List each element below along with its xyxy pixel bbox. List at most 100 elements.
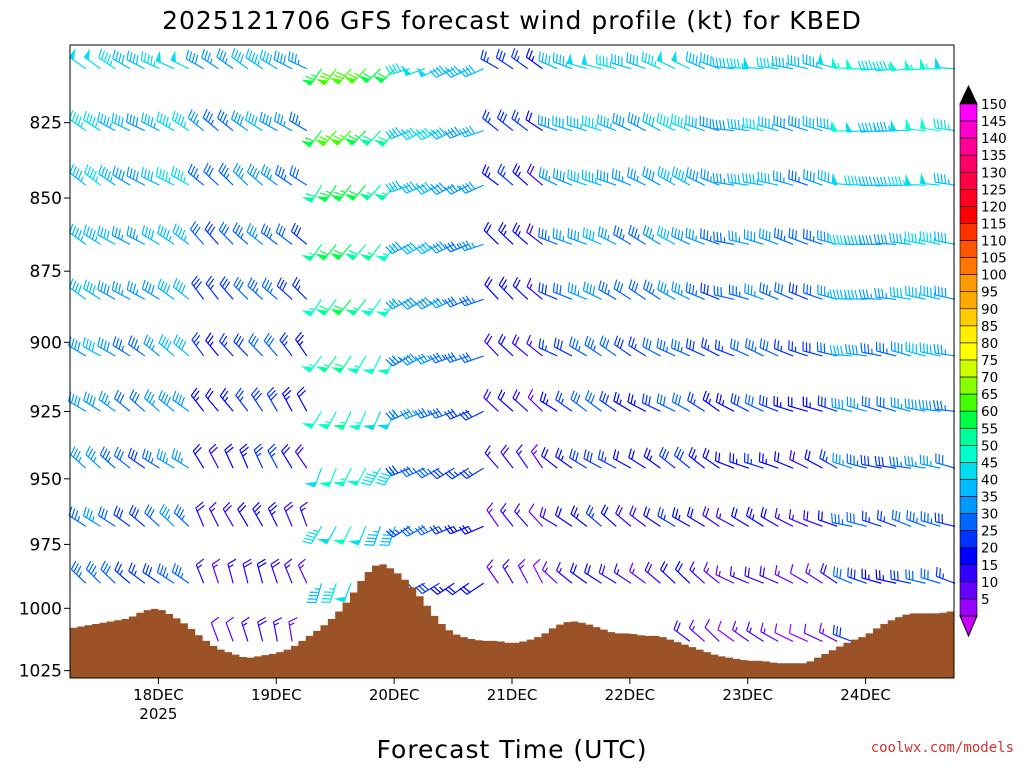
wind-barb [98, 390, 116, 412]
wind-barb [97, 280, 116, 300]
barb-full [273, 50, 277, 60]
barb-flag [344, 253, 357, 261]
barb-full [756, 57, 760, 67]
barb-full [544, 230, 547, 240]
barb-half [427, 409, 431, 415]
barb-full [773, 339, 777, 349]
barb-full [97, 280, 101, 290]
wind-barb [189, 221, 205, 245]
barb-half [486, 451, 491, 457]
wind-barb [699, 115, 720, 132]
barb-full [414, 410, 422, 419]
wind-barb [597, 226, 617, 245]
barb-full [421, 298, 429, 306]
barb-full [926, 456, 929, 466]
barb-full [676, 622, 681, 632]
barb-half [255, 288, 259, 294]
barb-full [873, 233, 877, 244]
wind-barb [318, 467, 337, 488]
barb-half [544, 567, 549, 573]
speed-colorbar: 1501451401351301251201151101051009590858… [959, 84, 1007, 638]
barb-full [627, 167, 630, 177]
barb-half [751, 514, 755, 520]
barb-full [429, 187, 437, 195]
barb-full [285, 504, 294, 512]
wind-barb [570, 505, 588, 527]
wind-barb [289, 165, 308, 186]
credit-link[interactable]: coolwx.com/models [870, 740, 1014, 756]
wind-barb [141, 225, 160, 245]
barb-full [406, 129, 414, 137]
wind-barb [628, 336, 647, 357]
wind-barb [613, 391, 632, 412]
barb-full [584, 563, 588, 573]
wind-barb [641, 51, 661, 70]
barb-full [439, 127, 447, 136]
barb-full [222, 390, 229, 399]
wind-barb [247, 277, 264, 300]
barb-staff [789, 632, 809, 642]
barb-full [191, 332, 199, 341]
wind-barb [245, 48, 263, 70]
barb-full [729, 58, 733, 68]
barb-full [557, 508, 562, 518]
barb-full [164, 508, 170, 518]
barb-full [868, 176, 873, 186]
barb-full [147, 283, 152, 293]
barb-full [627, 392, 631, 403]
wind-barb [552, 168, 573, 186]
barb-full [77, 170, 83, 180]
barb-full [115, 51, 119, 61]
barb-full [227, 558, 237, 565]
barb-half [181, 515, 185, 521]
wind-barb [400, 525, 425, 537]
wind-barb [861, 568, 882, 584]
barb-full [587, 337, 592, 347]
barb-full [257, 558, 266, 565]
barb-full [249, 279, 256, 289]
barb-half [444, 66, 450, 72]
barb-full [795, 285, 798, 295]
wind-barb [627, 392, 646, 412]
barb-full [660, 282, 664, 292]
barb-full [83, 110, 87, 121]
wind-barb [276, 277, 293, 300]
barb-half [622, 234, 625, 240]
barb-full [103, 52, 109, 62]
barb-full [648, 169, 652, 180]
barb-full [889, 456, 892, 466]
wind-barb [314, 130, 337, 147]
barb-full [718, 394, 722, 404]
barb-full [219, 387, 227, 397]
wind-barb [126, 225, 146, 245]
wind-barb [85, 560, 101, 584]
wind-barb [802, 396, 823, 412]
wind-barb [70, 446, 87, 469]
wind-barb [730, 392, 750, 412]
barb-flag [831, 120, 838, 132]
barb-full [132, 53, 136, 63]
barb-half [166, 514, 171, 521]
barb-full [879, 61, 884, 71]
wind-barb [817, 510, 838, 527]
wind-barb [330, 184, 352, 202]
barb-full [744, 393, 748, 404]
colorbar-swatch [959, 137, 978, 156]
wind-barb [673, 446, 691, 469]
barb-full [239, 443, 248, 451]
wind-barb [495, 48, 514, 70]
barb-full [929, 344, 932, 355]
barb-full [843, 289, 848, 299]
barb-full [91, 342, 95, 352]
barb-full [207, 113, 213, 123]
x-tick-label: 24DEC [840, 686, 891, 704]
barb-full [191, 53, 196, 63]
barb-full [172, 390, 177, 400]
wind-barb [689, 561, 706, 584]
wind-barb [112, 336, 131, 357]
barb-full [599, 390, 604, 401]
barb-full [780, 284, 783, 295]
barb-full [264, 279, 270, 289]
wind-barb [773, 115, 794, 132]
barb-full [677, 229, 681, 240]
